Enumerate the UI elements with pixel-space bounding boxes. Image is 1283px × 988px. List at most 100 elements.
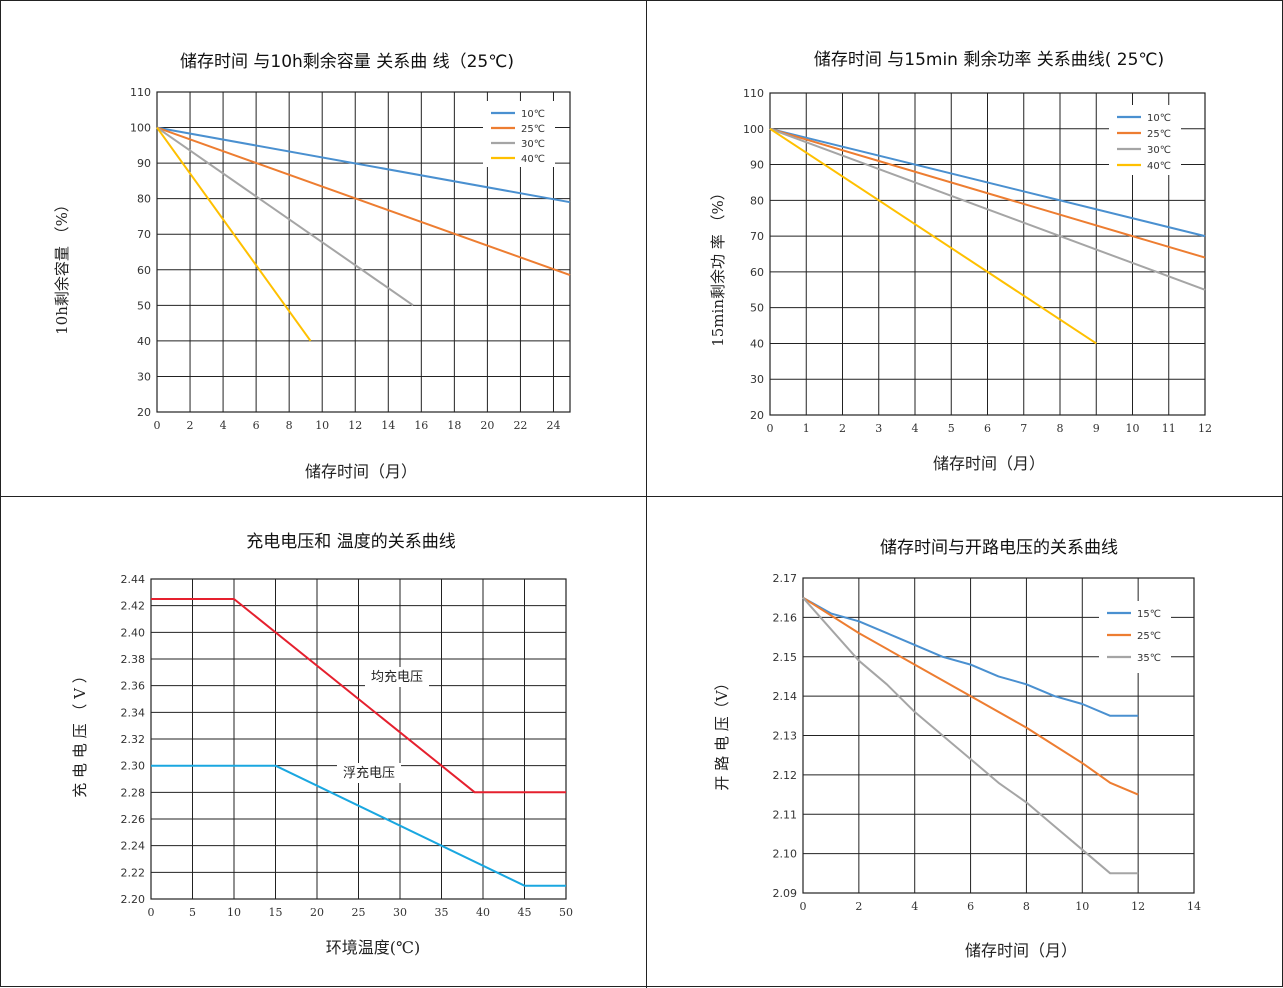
x-tick-label: 5 (189, 906, 196, 919)
y-tick-label: 70 (137, 228, 151, 241)
x-axis-label: 储存时间（月） (965, 941, 1077, 960)
x-tick-label: 1 (803, 422, 810, 435)
x-tick-label: 20 (480, 419, 494, 432)
equalize-voltage-label: 均充电压 (371, 669, 423, 685)
x-tick-label: 25 (352, 906, 366, 919)
plot-frame (802, 577, 1195, 894)
open-circuit-voltage-chart: 储存时间与开路电压的关系曲线 储存时间（月） 开 路 电 压（V） 2.09 2.… (713, 538, 1201, 960)
series-line (151, 764, 566, 887)
legend-label: 40℃ (521, 154, 545, 165)
x-tick-label: 0 (800, 900, 807, 913)
x-tick-label: 30 (393, 906, 407, 919)
capacity-chart: 储存时间 与10h剩余容量 关系曲 线（25℃) 储存时间（月） 10h剩余容量… (53, 52, 571, 481)
series-line (769, 127, 1206, 238)
x-axis-label: 环境温度(℃) (326, 938, 420, 957)
x-tick-label: 6 (967, 900, 974, 913)
legend-label: 15℃ (1137, 609, 1161, 620)
legend-label: 10℃ (521, 109, 545, 120)
x-tick-label: 2 (855, 900, 862, 913)
annotation-background (336, 763, 402, 783)
x-tick-label: 22 (513, 419, 527, 432)
plot-frame (769, 92, 1206, 416)
x-tick-label: 4 (911, 900, 918, 913)
x-tick-label: 15 (269, 906, 283, 919)
y-tick-label: 60 (750, 266, 764, 279)
x-tick-label: 0 (154, 419, 161, 432)
y-tick-label: 40 (750, 337, 764, 350)
chart-panel-capacity: 储存时间 与10h剩余容量 关系曲 线（25℃) 储存时间（月） 10h剩余容量… (1, 1, 646, 496)
y-tick-label: 2.40 (121, 626, 146, 639)
y-tick-label: 2.44 (121, 573, 146, 586)
y-tick-label: 2.24 (121, 840, 146, 853)
annotation-background (364, 667, 430, 687)
legend-label: 30℃ (521, 139, 545, 150)
y-tick-label: 70 (750, 230, 764, 243)
x-tick-label: 12 (1198, 422, 1212, 435)
series-line (156, 126, 414, 307)
legend-label: 25℃ (521, 124, 545, 135)
y-tick-label: 80 (137, 193, 151, 206)
series-line (769, 127, 1206, 259)
chart-title: 储存时间 与15min 剩余功率 关系曲线( 25℃) (814, 50, 1164, 70)
x-tick-label: 8 (1023, 900, 1030, 913)
legend-label: 40℃ (1147, 161, 1171, 172)
power-chart: 储存时间 与15min 剩余功率 关系曲线( 25℃) 储存时间（月） 15mi… (709, 50, 1212, 473)
series-line (156, 126, 571, 204)
x-tick-label: 14 (381, 419, 395, 432)
y-tick-label: 2.28 (121, 786, 146, 799)
y-axis-label: 10h剩余容量 （%） (53, 197, 71, 335)
x-tick-label: 0 (148, 906, 155, 919)
series-line (802, 597, 1139, 875)
chart-panel-power: 储存时间 与15min 剩余功率 关系曲线( 25℃) 储存时间（月） 15mi… (647, 1, 1283, 496)
legend-label: 10℃ (1147, 113, 1171, 124)
legend-label: 25℃ (1137, 631, 1161, 642)
x-tick-label: 9 (1093, 422, 1100, 435)
y-tick-label: 2.38 (121, 653, 146, 666)
y-tick-label: 2.11 (773, 808, 798, 821)
legend-label: 35℃ (1137, 653, 1161, 664)
x-tick-label: 0 (767, 422, 774, 435)
x-tick-label: 5 (948, 422, 955, 435)
x-tick-label: 4 (912, 422, 919, 435)
x-tick-label: 10 (1126, 422, 1140, 435)
series-line (802, 596, 1139, 717)
y-tick-label: 2.42 (121, 600, 146, 613)
chart-title: 储存时间 与10h剩余容量 关系曲 线（25℃) (180, 52, 514, 72)
x-tick-label: 24 (546, 419, 560, 432)
float-voltage-label: 浮充电压 (343, 765, 395, 781)
y-tick-label: 2.12 (773, 769, 798, 782)
horizontal-divider (1, 496, 1283, 497)
y-tick-label: 50 (137, 299, 151, 312)
x-tick-label: 4 (220, 419, 227, 432)
series-line (151, 598, 566, 794)
y-tick-label: 100 (743, 123, 764, 136)
chart-panel-voltage-temp: 充电电压和 温度的关系曲线 环境温度(℃) 充 电 电 压 （ V ） 2.20… (1, 497, 646, 988)
plot-frame (150, 578, 567, 900)
y-axis-label: 充 电 电 压 （ V ） (71, 668, 89, 797)
series-line (802, 596, 1139, 796)
y-tick-label: 2.09 (773, 887, 798, 900)
x-tick-label: 2 (839, 422, 846, 435)
x-tick-label: 6 (984, 422, 991, 435)
y-tick-label: 2.30 (121, 760, 146, 773)
series-line (769, 127, 1097, 345)
y-tick-label: 60 (137, 264, 151, 277)
x-tick-label: 16 (414, 419, 428, 432)
series-line (156, 127, 312, 342)
y-axis-label: 开 路 电 压（V） (713, 675, 731, 790)
x-axis-label: 储存时间（月） (305, 462, 417, 481)
y-tick-label: 90 (137, 157, 151, 170)
x-tick-label: 35 (435, 906, 449, 919)
y-tick-label: 2.22 (121, 866, 146, 879)
vertical-divider (646, 1, 647, 988)
x-tick-label: 7 (1020, 422, 1027, 435)
y-tick-label: 50 (750, 302, 764, 315)
y-tick-label: 2.36 (121, 680, 146, 693)
x-tick-label: 11 (1162, 422, 1176, 435)
y-tick-label: 20 (750, 409, 764, 422)
y-tick-label: 2.20 (121, 893, 146, 906)
y-tick-label: 2.14 (773, 690, 798, 703)
chart-title: 储存时间与开路电压的关系曲线 (880, 538, 1118, 558)
y-tick-label: 40 (137, 335, 151, 348)
x-tick-label: 10 (1075, 900, 1089, 913)
